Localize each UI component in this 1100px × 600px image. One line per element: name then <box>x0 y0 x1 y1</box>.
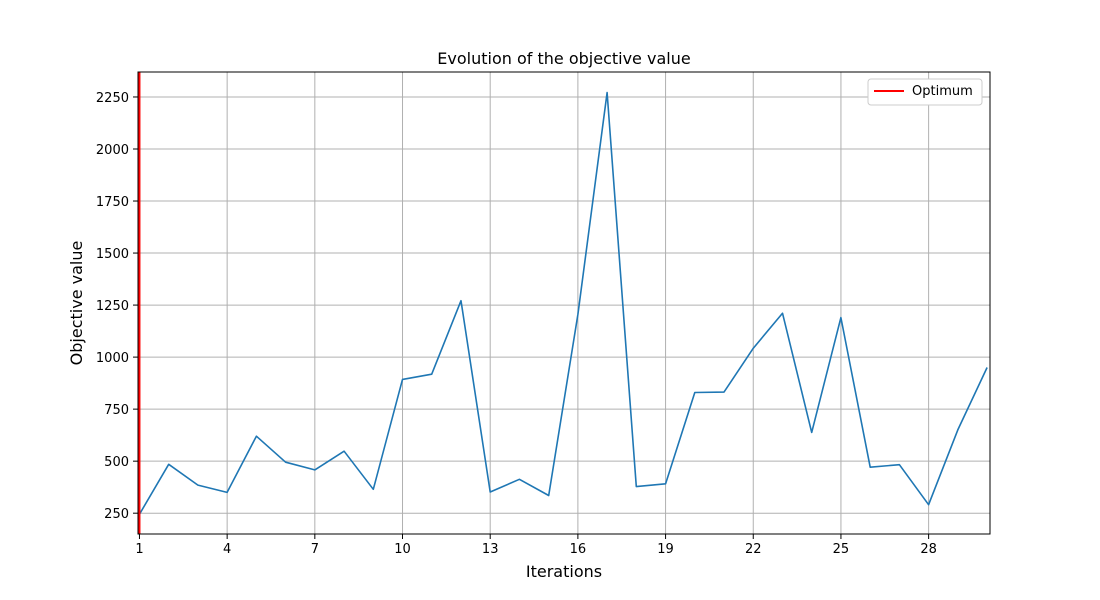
y-tick-label: 1250 <box>96 299 129 314</box>
x-tick-label: 25 <box>833 542 850 557</box>
y-tick-label: 2250 <box>96 91 129 106</box>
y-axis-title: Objective value <box>67 241 86 366</box>
x-tick-label: 28 <box>920 542 937 557</box>
y-tick-label: 1750 <box>96 195 129 210</box>
legend-box <box>867 78 983 106</box>
x-tick-label: 13 <box>482 542 499 557</box>
legend: Optimum <box>867 78 983 106</box>
x-tick-label: 7 <box>311 542 319 557</box>
y-tick-label: 1000 <box>96 351 129 366</box>
x-tick-label: 16 <box>570 542 587 557</box>
x-tick-label: 4 <box>223 542 231 557</box>
series-line-objective <box>138 91 988 515</box>
x-tick-label: 1 <box>135 542 143 557</box>
series-layer <box>138 91 988 515</box>
plot-area <box>138 72 990 534</box>
x-tick-label: 19 <box>657 542 674 557</box>
y-tick-label: 500 <box>104 455 129 470</box>
x-tick-label: 10 <box>394 542 411 557</box>
tick-layer: 1 4 7 10 13 16 19 22 25 28 250 500 750 1000 1250 1500 17… <box>96 91 937 557</box>
plot-frame <box>137 71 991 535</box>
legend-label-optimum: Optimum <box>912 84 973 99</box>
y-tick-label: 1500 <box>96 247 129 262</box>
y-tick-label: 2000 <box>96 143 129 158</box>
y-tick-label: 250 <box>104 507 129 522</box>
grid-lines <box>138 72 990 534</box>
x-tick-label: 22 <box>745 542 762 557</box>
x-axis-title: Iterations <box>526 562 602 581</box>
chart-title: Evolution of the objective value <box>437 49 690 68</box>
y-tick-label: 750 <box>104 403 129 418</box>
